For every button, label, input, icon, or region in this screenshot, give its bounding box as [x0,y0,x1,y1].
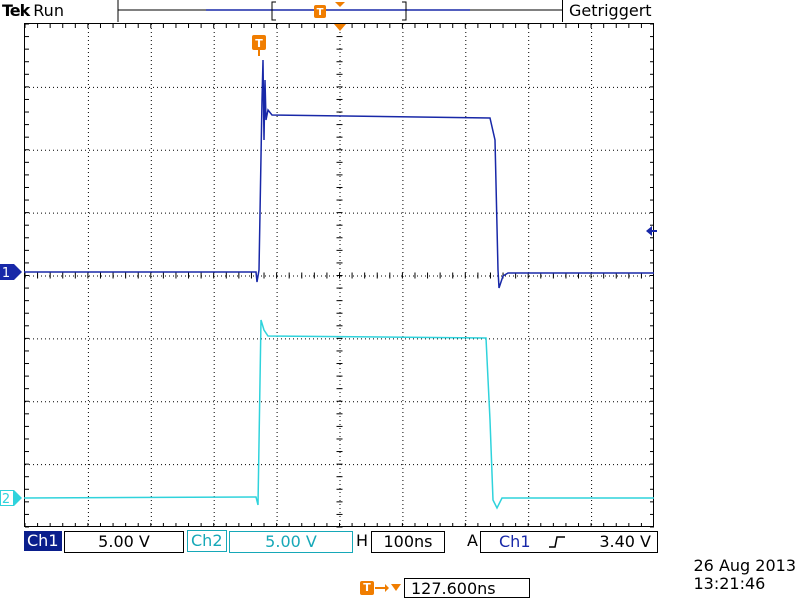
record-pos-icon [335,2,345,7]
trigger-level: 3.40 V [599,532,651,551]
run-state: Run [33,1,64,20]
ch1-scale[interactable]: 5.00 V [64,531,184,553]
timebase-value[interactable]: 100ns [371,531,445,553]
trigger-level-icon [646,226,652,236]
ch2-label[interactable]: Ch2 [187,530,227,552]
graticule-grid [24,23,654,528]
record-window-right-bracket [402,1,407,21]
svg-text:T: T [255,37,263,50]
trigger-offset-value[interactable]: 127.600ns [404,578,530,598]
timestamp-time: 13:21:46 [693,574,766,593]
trigger-source: Ch1 [499,532,531,551]
rising-edge-icon [548,536,565,548]
trigger-offset-icon: T [360,581,374,595]
ch1-label[interactable]: Ch1 [24,531,62,551]
svg-text:2: 2 [2,492,10,507]
trigger-label: A [467,531,478,550]
ch2-scale[interactable]: 5.00 V [229,531,353,553]
brand-logo: Tek [2,1,30,20]
trigger-settings[interactable]: Ch1 3.40 V [480,531,658,553]
brand: Tek Run [2,0,64,22]
trigger-status: Getriggert [562,0,652,22]
svg-text:T: T [317,7,324,18]
ch2-marker-icon [0,490,14,506]
timestamp-date: 26 Aug 2013 [693,556,797,575]
trigger-position-icon [252,35,266,50]
record-window-left-bracket [271,1,276,21]
record-trigger-icon [314,5,326,18]
horizontal-position-icon [334,24,346,31]
ch2-trace [23,319,654,510]
horizontal-label: H [356,531,369,550]
offset-arrow-icon [375,584,401,592]
timestamp: 26 Aug 2013 13:21:46 [694,557,797,593]
ch1-trace [24,59,654,289]
ch1-marker-icon [0,264,14,280]
svg-text:1: 1 [2,266,10,281]
